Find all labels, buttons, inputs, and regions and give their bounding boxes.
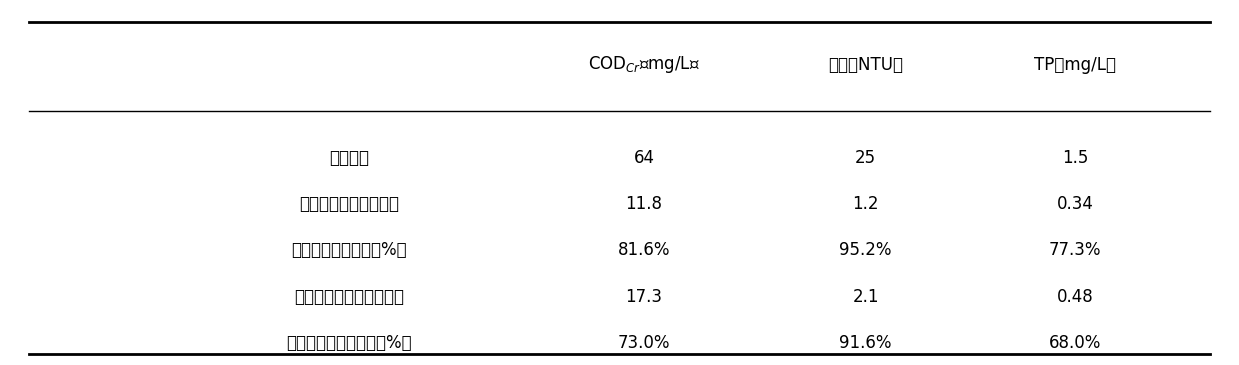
Text: 0.48: 0.48 — [1057, 288, 1093, 306]
Text: 81.6%: 81.6% — [618, 241, 670, 259]
Text: 91.6%: 91.6% — [839, 334, 892, 352]
Text: 64: 64 — [633, 149, 654, 166]
Text: TP（mg/L）: TP（mg/L） — [1033, 56, 1116, 74]
Text: 77.3%: 77.3% — [1048, 241, 1101, 259]
Text: 1.5: 1.5 — [1062, 149, 1088, 166]
Text: COD$_{Cr}$（mg/L）: COD$_{Cr}$（mg/L） — [589, 54, 700, 75]
Text: 投加磁混凝剂出水浓度: 投加磁混凝剂出水浓度 — [299, 195, 399, 213]
Text: 磁混凝剂去除效果（%）: 磁混凝剂去除效果（%） — [291, 241, 406, 259]
Text: 25: 25 — [855, 149, 876, 166]
Text: 0.34: 0.34 — [1057, 195, 1093, 213]
Text: 进水浓度: 进水浓度 — [328, 149, 369, 166]
Text: 1.2: 1.2 — [852, 195, 878, 213]
Text: 11.8: 11.8 — [626, 195, 663, 213]
Text: 投加普通混凝剂出水浓度: 投加普通混凝剂出水浓度 — [294, 288, 404, 306]
Text: 68.0%: 68.0% — [1048, 334, 1101, 352]
Text: 2.1: 2.1 — [852, 288, 878, 306]
Text: 73.0%: 73.0% — [618, 334, 670, 352]
Text: 普通混凝剂去除效果（%）: 普通混凝剂去除效果（%） — [286, 334, 411, 352]
Text: 浊度（NTU）: 浊度（NTU） — [828, 56, 903, 74]
Text: 95.2%: 95.2% — [839, 241, 892, 259]
Text: 17.3: 17.3 — [626, 288, 663, 306]
